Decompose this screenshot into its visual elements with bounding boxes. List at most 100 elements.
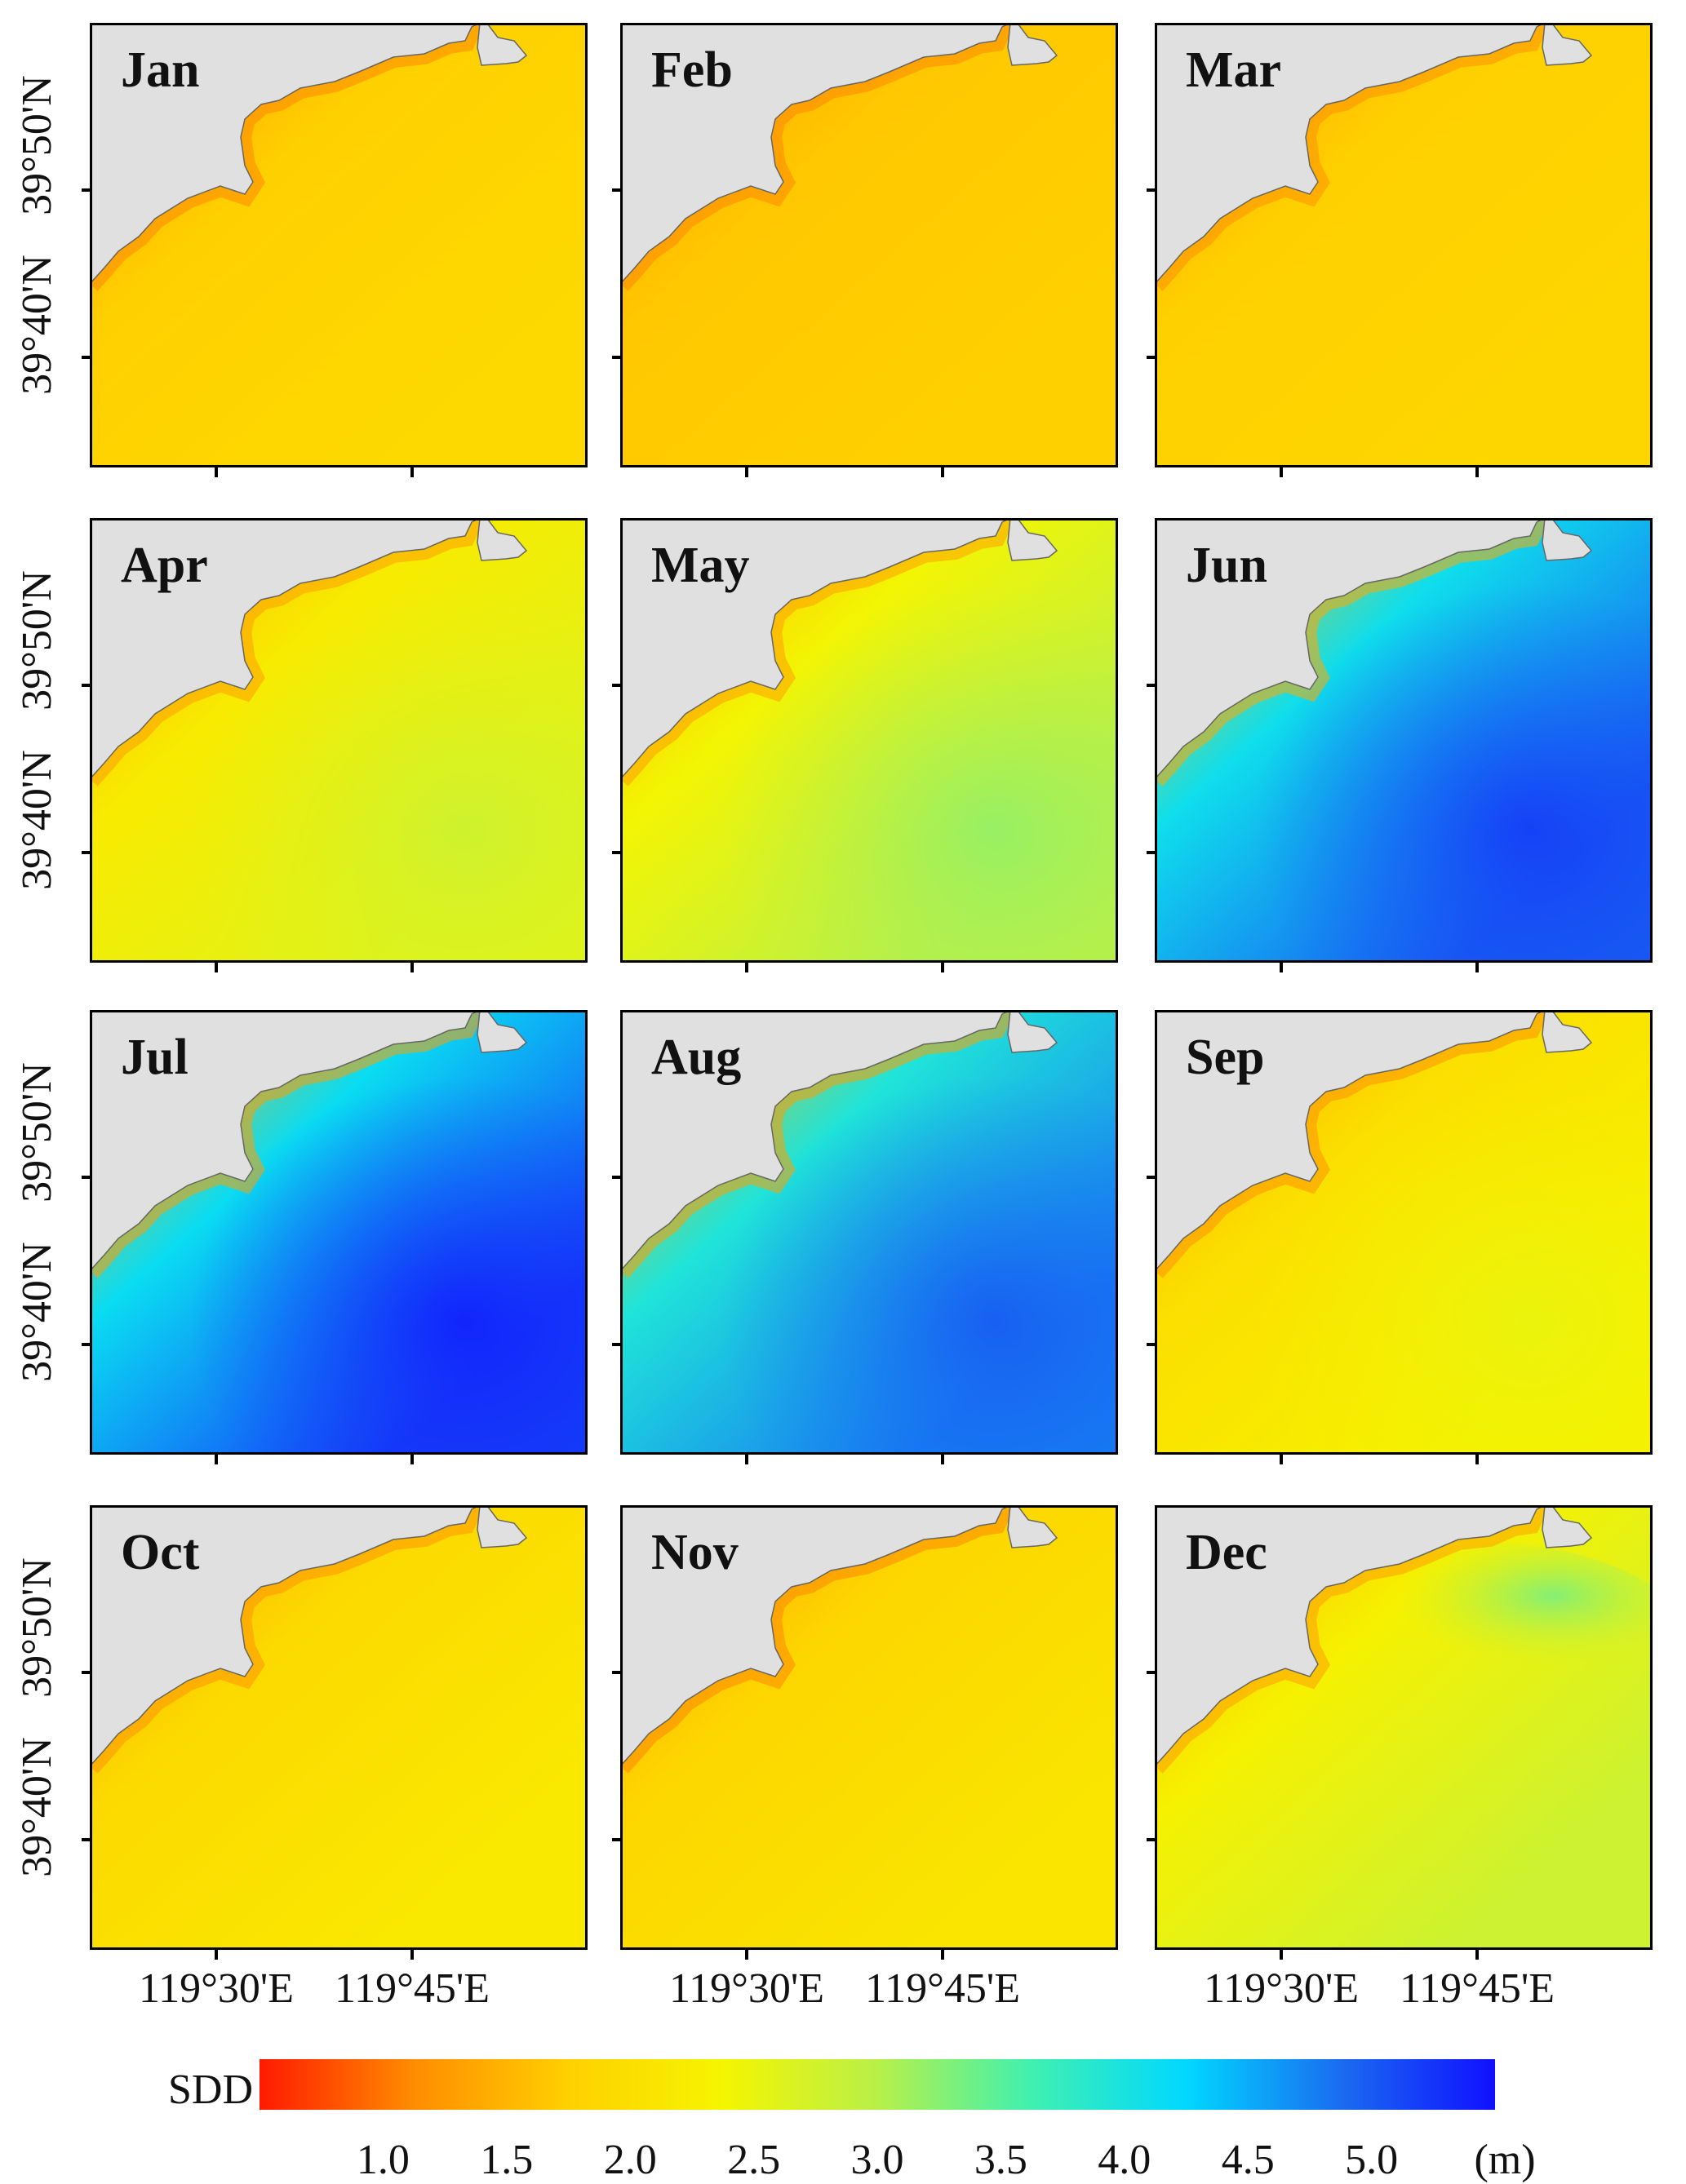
lon-tick bbox=[410, 1950, 414, 1960]
lat-tick bbox=[82, 1176, 90, 1179]
month-label: Jan bbox=[121, 42, 199, 98]
lat-labels-row-3: 39°50'N 39°40'N bbox=[14, 1062, 60, 1382]
lon-tick bbox=[1475, 1455, 1479, 1464]
lat-tick bbox=[1147, 1671, 1155, 1674]
lon-tick bbox=[215, 1950, 218, 1960]
map-oct: Oct bbox=[90, 1505, 588, 1950]
month-label: Apr bbox=[121, 538, 208, 593]
lat-tick bbox=[82, 356, 90, 359]
lat-label: 39°40'N bbox=[14, 1242, 60, 1382]
lat-tick bbox=[1147, 356, 1155, 359]
lon-tick bbox=[745, 1950, 748, 1960]
lon-tick bbox=[941, 1950, 944, 1960]
map-nov: Nov bbox=[620, 1505, 1118, 1950]
lon-tick bbox=[941, 467, 944, 477]
map-panel-mar: Mar bbox=[1155, 23, 1653, 467]
lon-tick bbox=[1475, 467, 1479, 477]
lat-tick bbox=[612, 1176, 620, 1179]
colorbar-tick-label: 4.5 bbox=[1222, 2137, 1275, 2183]
map-mar: Mar bbox=[1155, 23, 1653, 467]
land-area bbox=[1155, 518, 1546, 781]
lat-tick bbox=[82, 1838, 90, 1841]
lat-label: 39°40'N bbox=[14, 1737, 60, 1877]
land-area bbox=[90, 23, 481, 286]
land-area bbox=[1155, 1505, 1546, 1768]
colorbar-ramp bbox=[260, 2059, 1495, 2110]
lat-tick bbox=[612, 1838, 620, 1841]
month-label: Mar bbox=[1186, 42, 1281, 98]
lat-labels-row-1: 39°50'N 39°40'N bbox=[14, 75, 60, 395]
land-area bbox=[620, 1010, 1011, 1273]
land-area bbox=[1155, 23, 1546, 286]
map-jul: Jul bbox=[90, 1010, 588, 1455]
lat-tick bbox=[1147, 188, 1155, 192]
lat-label: 39°50'N bbox=[14, 1062, 60, 1203]
lon-label: 119°30'E bbox=[669, 1965, 824, 2012]
lon-tick bbox=[745, 1455, 748, 1464]
lon-tick bbox=[215, 467, 218, 477]
colorbar-tick-label: 5.0 bbox=[1345, 2137, 1398, 2183]
lat-tick bbox=[82, 188, 90, 192]
map-panel-jun: Jun bbox=[1155, 518, 1653, 963]
colorbar-label: SDD bbox=[168, 2067, 253, 2113]
lat-tick bbox=[1147, 1838, 1155, 1841]
lon-tick bbox=[745, 467, 748, 477]
lat-tick bbox=[612, 1343, 620, 1346]
lat-label: 39°50'N bbox=[14, 570, 60, 711]
map-panel-oct: Oct bbox=[90, 1505, 588, 1950]
lon-label: 119°30'E bbox=[139, 1965, 294, 2012]
lat-tick bbox=[82, 851, 90, 854]
lon-tick bbox=[1475, 1950, 1479, 1960]
map-dec: Dec bbox=[1155, 1505, 1653, 1950]
map-feb: Feb bbox=[620, 23, 1118, 467]
lon-tick bbox=[410, 963, 414, 972]
colorbar-tick-label: 1.0 bbox=[357, 2137, 410, 2183]
map-panel-dec: Dec bbox=[1155, 1505, 1653, 1950]
lat-tick bbox=[1147, 684, 1155, 687]
colorbar-tick-label: 2.0 bbox=[604, 2137, 657, 2183]
map-panel-jan: Jan bbox=[90, 23, 588, 467]
colorbar-tick-label: 1.5 bbox=[480, 2137, 533, 2183]
map-panel-nov: Nov bbox=[620, 1505, 1118, 1950]
lat-tick bbox=[612, 1671, 620, 1674]
lon-tick bbox=[941, 1455, 944, 1464]
map-panel-aug: Aug bbox=[620, 1010, 1118, 1455]
map-panel-apr: Apr bbox=[90, 518, 588, 963]
lon-tick bbox=[1280, 467, 1283, 477]
lon-tick bbox=[941, 963, 944, 972]
month-label: May bbox=[651, 538, 750, 593]
map-panel-may: May bbox=[620, 518, 1118, 963]
map-panel-sep: Sep bbox=[1155, 1010, 1653, 1455]
lat-label: 39°40'N bbox=[14, 750, 60, 890]
month-label: Jul bbox=[121, 1030, 189, 1085]
lat-tick bbox=[1147, 851, 1155, 854]
lon-tick bbox=[410, 1455, 414, 1464]
lat-tick bbox=[612, 851, 620, 854]
lon-tick bbox=[745, 963, 748, 972]
lat-label: 39°50'N bbox=[14, 1557, 60, 1698]
colorbar-tick-label: 4.0 bbox=[1098, 2137, 1151, 2183]
lon-tick bbox=[410, 467, 414, 477]
lon-label: 119°45'E bbox=[335, 1965, 490, 2012]
lat-label: 39°40'N bbox=[14, 255, 60, 395]
lat-tick bbox=[82, 1343, 90, 1346]
month-label: Sep bbox=[1186, 1030, 1264, 1085]
lat-tick bbox=[612, 188, 620, 192]
map-panel-jul: Jul bbox=[90, 1010, 588, 1455]
lon-tick bbox=[1280, 963, 1283, 972]
land-area bbox=[90, 1505, 481, 1768]
lat-tick bbox=[1147, 1343, 1155, 1346]
lon-label: 119°30'E bbox=[1204, 1965, 1359, 2012]
map-may: May bbox=[620, 518, 1118, 963]
lat-labels-row-2: 39°50'N 39°40'N bbox=[14, 570, 60, 890]
month-label: Aug bbox=[651, 1030, 741, 1085]
month-label: Feb bbox=[651, 42, 733, 98]
land-area bbox=[90, 518, 481, 781]
lat-tick bbox=[82, 1671, 90, 1674]
lon-tick bbox=[1280, 1455, 1283, 1464]
map-jun: Jun bbox=[1155, 518, 1653, 963]
land-area bbox=[620, 518, 1011, 781]
month-label: Dec bbox=[1186, 1525, 1267, 1580]
map-aug: Aug bbox=[620, 1010, 1118, 1455]
